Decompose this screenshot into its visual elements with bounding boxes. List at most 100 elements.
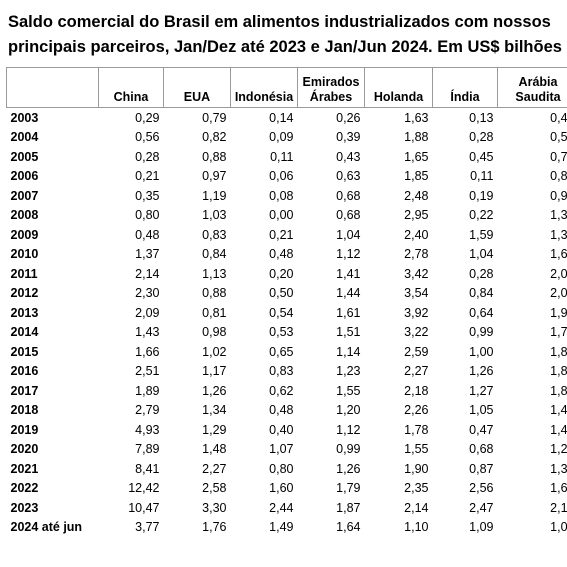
value-cell: 2,26 <box>404 403 429 418</box>
value-cell: 0,99 <box>336 442 361 457</box>
value-cell: 2,79 <box>135 403 160 418</box>
value-cell: 0,20 <box>269 266 294 281</box>
value-cell: 0,39 <box>336 130 361 145</box>
value-cell: 3,92 <box>404 305 429 320</box>
value-cell: 0,48 <box>269 403 294 418</box>
value-cell: 0,87 <box>469 461 494 476</box>
value-cell: 0,68 <box>336 208 361 223</box>
value-cell: 2,27 <box>202 461 227 476</box>
column-header: Emirados Árabes <box>297 67 365 108</box>
value-cell: 0,08 <box>269 188 294 203</box>
value-cell: 0,45 <box>469 149 494 164</box>
value-cell: 0,09 <box>269 130 294 145</box>
value-cell: 0,22 <box>469 208 494 223</box>
value-cell: 2,59 <box>404 344 429 359</box>
value-cell: 2,47 <box>469 500 494 515</box>
row-label: 2022 <box>10 481 39 496</box>
value-cell: 1,90 <box>550 305 567 320</box>
row-label: 2017 <box>10 383 39 398</box>
row-label: 2006 <box>10 169 39 184</box>
value-cell: 2,14 <box>135 266 160 281</box>
value-cell: 2,27 <box>404 364 429 379</box>
value-cell: 1,44 <box>336 286 361 301</box>
value-cell: 1,07 <box>550 520 567 535</box>
row-label: 2018 <box>10 403 39 418</box>
table-row: 2020 7,89 1,48 1,07 0,99 1,55 0,68 1,27 <box>7 440 567 460</box>
value-cell: 0,50 <box>269 286 294 301</box>
column-header: Arábia Saudita <box>497 67 567 108</box>
value-cell: 1,78 <box>404 422 429 437</box>
value-cell: 0,82 <box>202 130 227 145</box>
value-cell: 0,63 <box>336 169 361 184</box>
value-cell: 3,42 <box>404 266 429 281</box>
value-cell: 1,04 <box>336 227 361 242</box>
row-label: 2021 <box>10 461 39 476</box>
value-cell: 0,65 <box>269 344 294 359</box>
row-label: 2020 <box>10 442 39 457</box>
row-label: 2014 <box>10 325 39 340</box>
value-cell: 0,11 <box>270 149 294 164</box>
value-cell: 2,09 <box>135 305 160 320</box>
value-cell: 0,64 <box>469 305 494 320</box>
value-cell: 10,47 <box>128 500 160 515</box>
value-cell: 2,18 <box>404 383 429 398</box>
value-cell: 1,76 <box>202 520 227 535</box>
table-row: 2017 1,89 1,26 0,62 1,55 2,18 1,27 1,83 <box>7 381 567 401</box>
row-label: 2008 <box>10 208 39 223</box>
row-label: 2003 <box>10 110 39 125</box>
table-row: 2021 8,41 2,27 0,80 1,26 1,90 0,87 1,34 <box>7 459 567 479</box>
table-row: 2008 0,80 1,03 0,00 0,68 2,95 0,22 1,30 <box>7 206 567 226</box>
value-cell: 1,64 <box>336 520 361 535</box>
value-cell: 0,47 <box>469 422 494 437</box>
row-label: 2005 <box>10 149 39 164</box>
table-row: 2023 10,47 3,30 2,44 1,87 2,14 2,47 2,13 <box>7 498 567 518</box>
value-cell: 3,30 <box>202 500 227 515</box>
column-header: Indonésia <box>230 67 298 108</box>
value-cell: 1,55 <box>404 442 429 457</box>
value-cell: 1,27 <box>469 383 494 398</box>
value-cell: 2,14 <box>404 500 429 515</box>
value-cell: 0,68 <box>469 442 494 457</box>
value-cell: 1,48 <box>202 442 227 457</box>
value-cell: 0,28 <box>469 130 494 145</box>
value-cell: 0,28 <box>469 266 494 281</box>
value-cell: 1,61 <box>336 305 361 320</box>
value-cell: 1,12 <box>336 247 361 262</box>
table-row: 2016 2,51 1,17 0,83 1,23 2,27 1,26 1,81 <box>7 362 567 382</box>
value-cell: 0,21 <box>135 169 160 184</box>
value-cell: 0,29 <box>135 110 160 125</box>
value-cell: 0,88 <box>202 286 227 301</box>
value-cell: 0,54 <box>269 305 294 320</box>
value-cell: 3,54 <box>404 286 429 301</box>
value-cell: 1,30 <box>550 208 567 223</box>
table-row: 2022 12,42 2,58 1,60 1,79 2,35 2,56 1,68 <box>7 479 567 499</box>
value-cell: 1,37 <box>135 247 160 262</box>
value-cell: 1,79 <box>336 481 361 496</box>
value-cell: 1,10 <box>404 520 429 535</box>
value-cell: 1,34 <box>550 461 567 476</box>
value-cell: 2,40 <box>404 227 429 242</box>
value-cell: 0,47 <box>550 110 567 125</box>
value-cell: 0,19 <box>469 188 494 203</box>
value-cell: 1,03 <box>202 208 227 223</box>
column-header: Índia <box>432 67 498 108</box>
value-cell: 0,43 <box>336 149 361 164</box>
column-header: EUA <box>163 67 231 108</box>
value-cell: 1,49 <box>269 520 294 535</box>
table-row: 2005 0,28 0,88 0,11 0,43 1,65 0,45 0,76 <box>7 147 567 167</box>
row-label: 2009 <box>10 227 39 242</box>
value-cell: 1,09 <box>469 520 494 535</box>
row-label: 2015 <box>10 344 39 359</box>
value-cell: 0,81 <box>550 169 567 184</box>
value-cell: 0,00 <box>269 208 294 223</box>
value-cell: 0,21 <box>269 227 294 242</box>
value-cell: 0,80 <box>135 208 160 223</box>
value-cell: 0,84 <box>202 247 227 262</box>
row-label: 2004 <box>10 130 39 145</box>
value-cell: 0,14 <box>269 110 294 125</box>
value-cell: 2,07 <box>550 266 567 281</box>
value-cell: 2,30 <box>135 286 160 301</box>
value-cell: 0,62 <box>269 383 294 398</box>
table-row: 2014 1,43 0,98 0,53 1,51 3,22 0,99 1,71 <box>7 323 567 343</box>
